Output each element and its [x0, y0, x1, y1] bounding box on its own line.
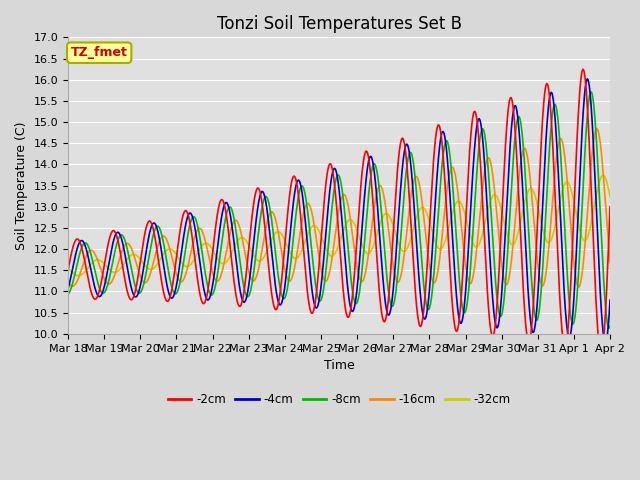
-4cm	[172, 288, 179, 293]
-32cm	[64, 265, 72, 271]
X-axis label: Time: Time	[324, 359, 355, 372]
-8cm	[423, 304, 431, 310]
Title: Tonzi Soil Temperatures Set B: Tonzi Soil Temperatures Set B	[216, 15, 461, 33]
-4cm	[584, 76, 591, 82]
Line: -8cm: -8cm	[68, 92, 610, 328]
-4cm	[64, 286, 72, 292]
-4cm	[602, 339, 609, 345]
-32cm	[494, 196, 502, 202]
-32cm	[606, 194, 614, 200]
-8cm	[542, 213, 550, 219]
-16cm	[606, 260, 614, 265]
-8cm	[605, 325, 612, 331]
-16cm	[185, 260, 193, 266]
-16cm	[423, 243, 431, 249]
-2cm	[245, 241, 253, 247]
-4cm	[185, 212, 193, 217]
-16cm	[575, 284, 582, 290]
-8cm	[185, 228, 193, 234]
Y-axis label: Soil Temperature (C): Soil Temperature (C)	[15, 121, 28, 250]
-32cm	[599, 172, 607, 178]
-2cm	[606, 204, 614, 210]
Line: -2cm: -2cm	[68, 69, 610, 353]
Line: -16cm: -16cm	[68, 129, 610, 287]
-16cm	[494, 223, 502, 228]
-32cm	[172, 251, 180, 256]
-8cm	[606, 323, 614, 329]
-16cm	[245, 270, 253, 276]
Legend: -2cm, -4cm, -8cm, -16cm, -32cm: -2cm, -4cm, -8cm, -16cm, -32cm	[163, 388, 515, 411]
-4cm	[542, 143, 550, 148]
-2cm	[185, 214, 193, 219]
-32cm	[542, 237, 550, 243]
-4cm	[245, 279, 253, 285]
-32cm	[74, 273, 82, 278]
-32cm	[185, 263, 193, 269]
-16cm	[542, 273, 550, 278]
-2cm	[64, 267, 72, 273]
-32cm	[246, 244, 253, 250]
-2cm	[597, 350, 605, 356]
-4cm	[606, 297, 614, 303]
-2cm	[423, 265, 431, 271]
Text: TZ_fmet: TZ_fmet	[71, 46, 127, 59]
-2cm	[542, 84, 550, 90]
-8cm	[245, 292, 253, 298]
-16cm	[64, 278, 72, 284]
-8cm	[494, 302, 502, 308]
Line: -4cm: -4cm	[68, 79, 610, 342]
-16cm	[172, 268, 179, 274]
-32cm	[424, 212, 431, 217]
-8cm	[64, 291, 72, 297]
-2cm	[172, 263, 179, 269]
-2cm	[579, 66, 587, 72]
-8cm	[587, 89, 595, 95]
-16cm	[593, 126, 601, 132]
-8cm	[172, 291, 179, 297]
Line: -32cm: -32cm	[68, 175, 610, 276]
-4cm	[494, 324, 502, 330]
-2cm	[494, 290, 502, 296]
-4cm	[423, 309, 431, 315]
